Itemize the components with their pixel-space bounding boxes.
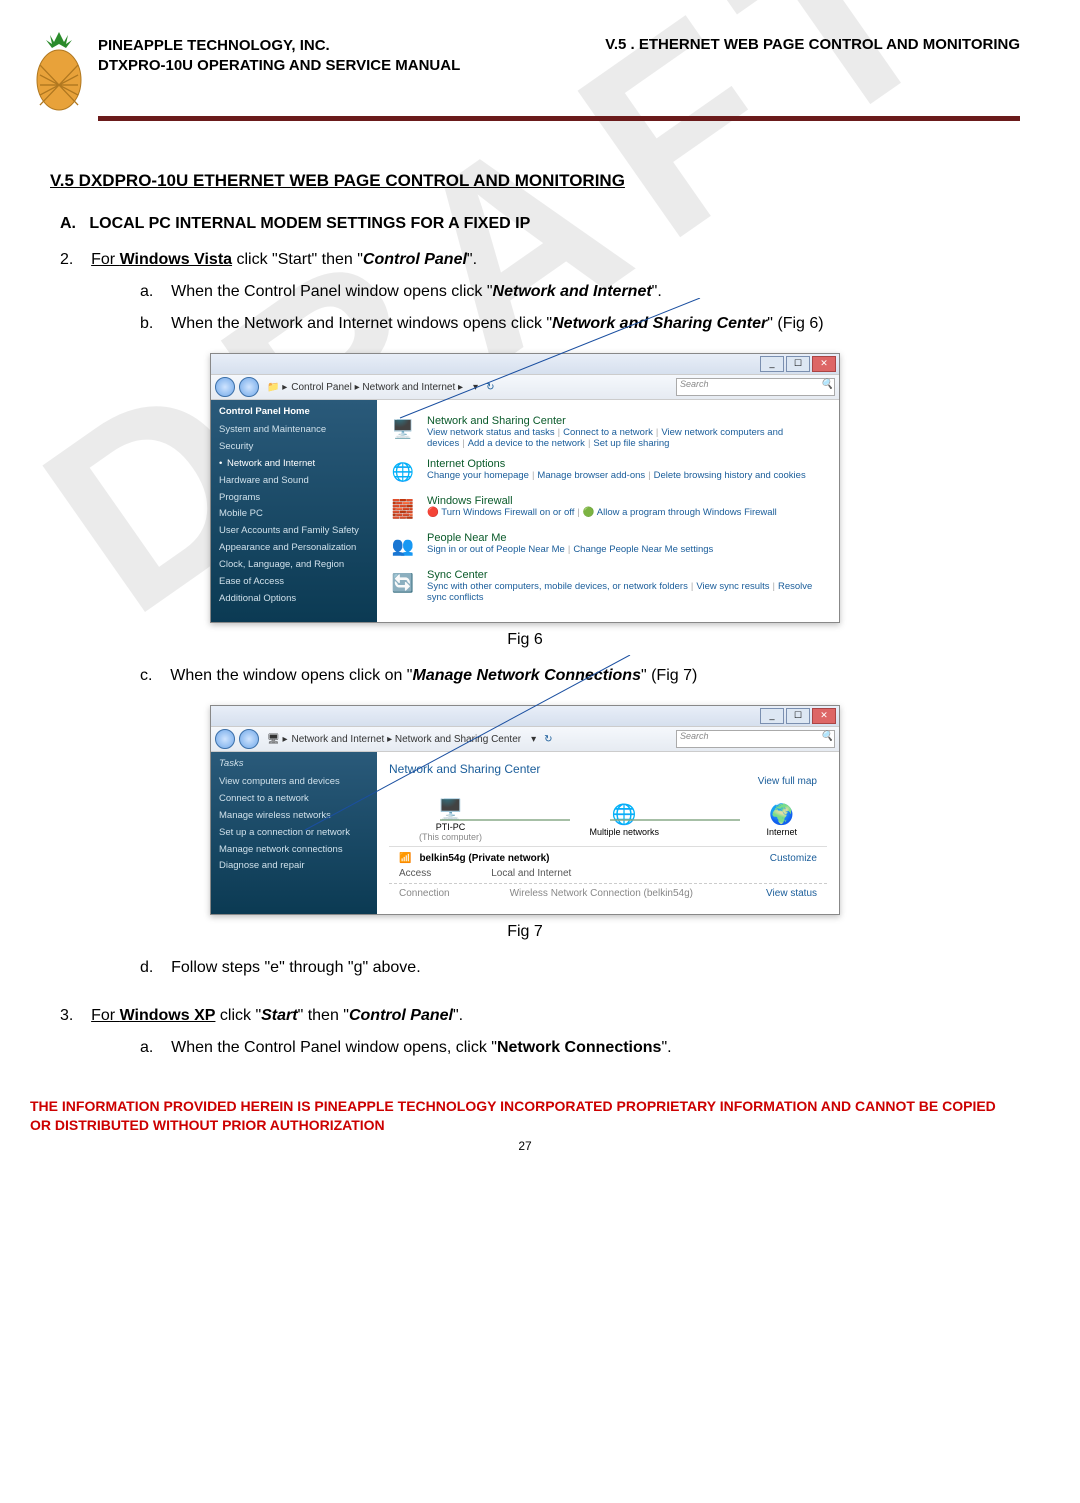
panel-entry[interactable]: 🖥️ Network and Sharing CenterView network… bbox=[389, 415, 827, 449]
fig6-toolbar: 📁 ▸ Control Panel ▸ Network and Internet… bbox=[211, 374, 839, 400]
fig7-main: Network and Sharing Center View full map… bbox=[377, 752, 839, 914]
panel-entry[interactable]: 🔄 Sync CenterSync with other computers, m… bbox=[389, 569, 827, 603]
step-2a: a. When the Control Panel window opens c… bbox=[140, 283, 1020, 301]
fig7-breadcrumb[interactable]: Network and Internet ▸ Network and Shari… bbox=[292, 734, 522, 745]
step-2d: d. Follow steps "e" through "g" above. bbox=[140, 959, 1020, 977]
sidebar-item[interactable]: Hardware and Sound bbox=[219, 475, 369, 487]
figure-6: _ ☐ ✕ 📁 ▸ Control Panel ▸ Network and In… bbox=[210, 353, 840, 623]
footer-disclaimer: THE INFORMATION PROVIDED HEREIN IS PINEA… bbox=[30, 1097, 1020, 1135]
figure-7: _ ☐ ✕ 🖥 ▸ Network and Internet ▸ Network… bbox=[210, 705, 840, 915]
back-button[interactable] bbox=[215, 729, 235, 749]
entry-subs[interactable]: Sync with other computers, mobile device… bbox=[427, 581, 827, 603]
minimize-button[interactable]: _ bbox=[760, 708, 784, 724]
panel-entry[interactable]: 👥 People Near MeSign in or out of People … bbox=[389, 532, 827, 560]
fig6-breadcrumb[interactable]: Control Panel ▸ Network and Internet ▸ bbox=[291, 382, 463, 393]
entry-subs[interactable]: View network status and tasks|Connect to… bbox=[427, 427, 827, 449]
fig6-titlebar: _ ☐ ✕ bbox=[211, 354, 839, 374]
header-rule bbox=[98, 116, 1020, 121]
panel-entry[interactable]: 🌐 Internet OptionsChange your homepage|Ma… bbox=[389, 458, 827, 486]
panel-entry[interactable]: 🧱 Windows Firewall🔴 Turn Windows Firewall… bbox=[389, 495, 827, 523]
sidebar-item[interactable]: Network and Internet bbox=[219, 458, 369, 470]
sidebar-item[interactable]: Ease of Access bbox=[219, 576, 369, 588]
task-link[interactable]: Manage wireless networks bbox=[219, 810, 369, 822]
sidebar-item[interactable]: Mobile PC bbox=[219, 508, 369, 520]
sidebar-item[interactable]: Programs bbox=[219, 492, 369, 504]
sidebar-item[interactable]: User Accounts and Family Safety bbox=[219, 525, 369, 537]
task-link[interactable]: View computers and devices bbox=[219, 776, 369, 788]
entry-title[interactable]: Network and Sharing Center bbox=[427, 415, 827, 427]
header-manual: DTXPRO-10U OPERATING AND SERVICE MANUAL bbox=[98, 56, 460, 76]
pineapple-logo bbox=[30, 30, 88, 114]
sidebar-item[interactable]: Appearance and Personalization bbox=[219, 542, 369, 554]
maximize-button[interactable]: ☐ bbox=[786, 708, 810, 724]
header-chapter: V.5 . ETHERNET WEB PAGE CONTROL AND MONI… bbox=[605, 36, 1020, 77]
entry-icon: 🖥️ bbox=[389, 415, 417, 443]
task-link[interactable]: Diagnose and repair bbox=[219, 860, 369, 872]
step-3: 3. For Windows XP click "Start" then "Co… bbox=[60, 1007, 1020, 1025]
step-2: 2. For Windows Vista click "Start" then … bbox=[60, 251, 1020, 269]
network-map-node: 🌐Multiple networks bbox=[589, 802, 659, 837]
page-header: PINEAPPLE TECHNOLOGY, INC. DTXPRO-10U OP… bbox=[30, 30, 1020, 114]
close-button[interactable]: ✕ bbox=[812, 356, 836, 372]
back-button[interactable] bbox=[215, 377, 235, 397]
forward-button[interactable] bbox=[239, 377, 259, 397]
entry-title[interactable]: People Near Me bbox=[427, 532, 713, 544]
customize-link[interactable]: Customize bbox=[770, 853, 817, 864]
task-link[interactable]: Set up a connection or network bbox=[219, 827, 369, 839]
fig6-main: 🖥️ Network and Sharing CenterView network… bbox=[377, 400, 839, 622]
step-2c: c. When the window opens click on "Manag… bbox=[140, 667, 1020, 685]
fig6-search[interactable]: Search bbox=[676, 378, 835, 396]
entry-title[interactable]: Internet Options bbox=[427, 458, 806, 470]
step-2b: b. When the Network and Internet windows… bbox=[140, 315, 1020, 333]
section-title: V.5 DXDPRO-10U ETHERNET WEB PAGE CONTROL… bbox=[50, 171, 1020, 191]
fig7-sidebar: Tasks View computers and devicesConnect … bbox=[211, 752, 377, 914]
entry-icon: 👥 bbox=[389, 532, 417, 560]
entry-subs[interactable]: Sign in or out of People Near Me|Change … bbox=[427, 544, 713, 555]
entry-subs[interactable]: Change your homepage|Manage browser add-… bbox=[427, 470, 806, 481]
sidebar-item[interactable]: Security bbox=[219, 441, 369, 453]
network-map-node: 🖥️PTI-PC(This computer) bbox=[419, 797, 482, 842]
fig7-toolbar: 🖥 ▸ Network and Internet ▸ Network and S… bbox=[211, 726, 839, 752]
forward-button[interactable] bbox=[239, 729, 259, 749]
task-link[interactable]: Manage network connections bbox=[219, 844, 369, 856]
task-link[interactable]: Connect to a network bbox=[219, 793, 369, 805]
fig7-search[interactable]: Search bbox=[676, 730, 835, 748]
fig7-titlebar: _ ☐ ✕ bbox=[211, 706, 839, 726]
fig7-caption: Fig 7 bbox=[30, 923, 1020, 941]
view-full-map-link[interactable]: View full map bbox=[389, 776, 827, 787]
entry-title[interactable]: Windows Firewall bbox=[427, 495, 777, 507]
page-number: 27 bbox=[30, 1139, 1020, 1153]
entry-icon: 🔄 bbox=[389, 569, 417, 597]
sidebar-item[interactable]: System and Maintenance bbox=[219, 424, 369, 436]
entry-subs[interactable]: 🔴 Turn Windows Firewall on or off|🟢 Allo… bbox=[427, 507, 777, 518]
minimize-button[interactable]: _ bbox=[760, 356, 784, 372]
sidebar-item[interactable]: Additional Options bbox=[219, 593, 369, 605]
entry-icon: 🧱 bbox=[389, 495, 417, 523]
entry-icon: 🌐 bbox=[389, 458, 417, 486]
step-3a: a. When the Control Panel window opens, … bbox=[140, 1039, 1020, 1057]
maximize-button[interactable]: ☐ bbox=[786, 356, 810, 372]
entry-title[interactable]: Sync Center bbox=[427, 569, 827, 581]
header-company: PINEAPPLE TECHNOLOGY, INC. bbox=[98, 36, 460, 56]
fig6-sidebar: Control Panel Home System and Maintenanc… bbox=[211, 400, 377, 622]
sidebar-item[interactable]: Clock, Language, and Region bbox=[219, 559, 369, 571]
subsection-a: A. LOCAL PC INTERNAL MODEM SETTINGS FOR … bbox=[60, 215, 1020, 233]
network-map-node: 🌍Internet bbox=[766, 802, 797, 837]
fig6-caption: Fig 6 bbox=[30, 631, 1020, 649]
close-button[interactable]: ✕ bbox=[812, 708, 836, 724]
